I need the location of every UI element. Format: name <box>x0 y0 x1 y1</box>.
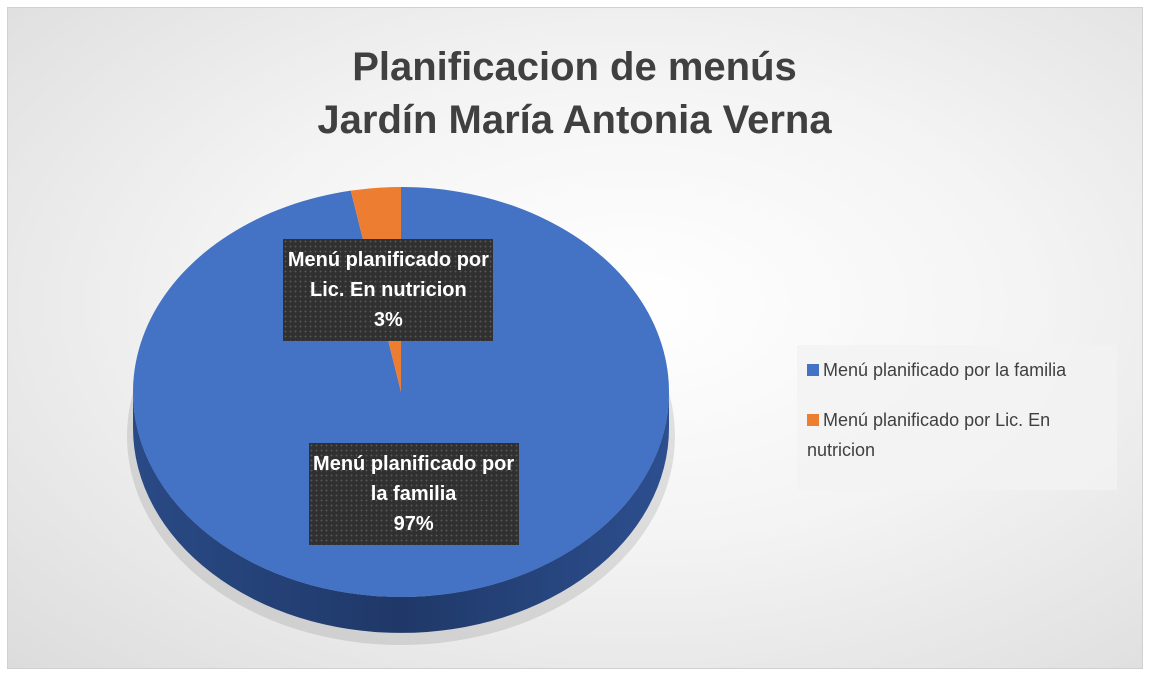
data-label-category: Menú planificado por Lic. En nutricion <box>287 248 489 301</box>
data-label-value: 97% <box>393 513 434 536</box>
pie-slice <box>133 187 669 598</box>
data-label-value: 3% <box>373 308 403 331</box>
chart-title: Planificacion de menús <box>352 45 797 89</box>
data-label-category: Menú planificado por la familia <box>313 453 515 506</box>
legend-entry: Menú planificado por Lic. En nutricion <box>807 405 1107 465</box>
legend-label: Menú planificado por la familia <box>823 360 1067 380</box>
chart-title: Jardín María Antonia Verna <box>317 98 832 142</box>
legend: Menú planificado por la familia Menú plan… <box>797 345 1117 490</box>
legend-entry: Menú planificado por la familia <box>807 355 1107 385</box>
legend-swatch <box>807 414 819 426</box>
pie-side <box>133 392 669 633</box>
data-label: Menú planificado por la familia 97% <box>308 443 519 546</box>
data-label: Menú planificado por Lic. En nutricion 3% <box>283 238 494 341</box>
legend-label: Menú planificado por Lic. En nutricion <box>807 410 1051 460</box>
legend-swatch <box>807 364 819 376</box>
